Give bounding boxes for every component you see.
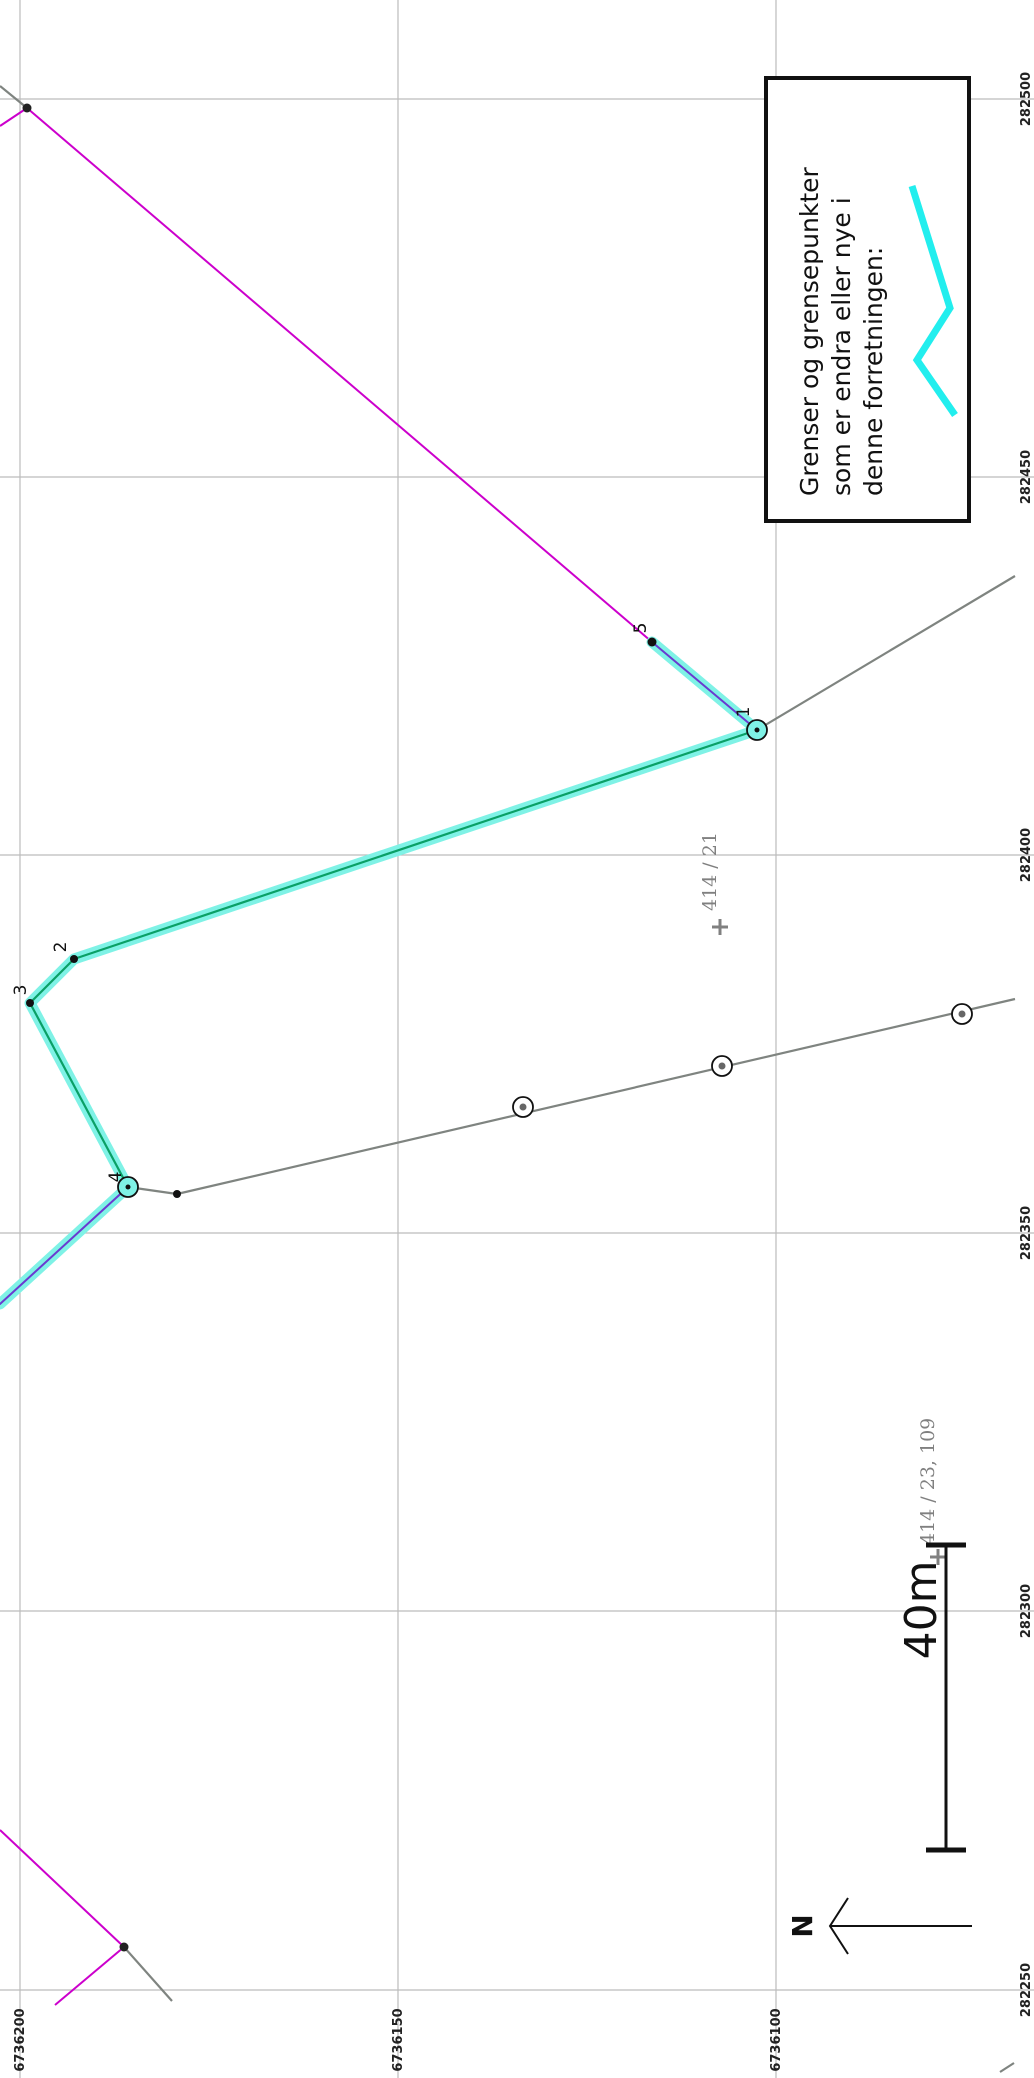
parcel-label-414-21: 414 / 21 (699, 832, 721, 911)
boundary-point-2 (70, 955, 78, 963)
boundary-line (176, 997, 1016, 1196)
boundary-point (119, 1942, 129, 1952)
grid-label-282450: 282450 (1019, 450, 1034, 504)
boundary-point (22, 103, 32, 113)
legend-line-3: denne forretningen: (859, 247, 888, 496)
boundary-line (0, 1829, 125, 1948)
grid-label-6736150: 6736150 (391, 2008, 406, 2071)
grid-label-282500: 282500 (1019, 72, 1034, 126)
boundary-point-4 (117, 1176, 139, 1198)
point-label-1: 1 (734, 707, 754, 718)
marked-point (951, 1003, 973, 1025)
north-arrow (828, 1897, 972, 1955)
grid-label-282250: 282250 (1019, 1963, 1034, 2017)
changed-boundary-highlight (0, 636, 763, 1310)
changed-boundary-line (0, 1186, 129, 1305)
boundary-point-1 (746, 719, 768, 741)
grid-labels: 282500 282450 282400 282350 282300 28225… (13, 72, 1034, 2072)
legend-sample-line (908, 184, 958, 417)
changed-boundary-line (651, 641, 758, 731)
legend-line-1: Grenser og grensepunkter (795, 166, 824, 496)
boundary-line (999, 2062, 1015, 2073)
changed-boundaries (0, 636, 763, 1310)
point-label-2: 2 (51, 942, 71, 953)
boundary-line (123, 1946, 173, 2002)
grid-label-6736200: 6736200 (13, 2008, 28, 2071)
boundary-line (26, 107, 653, 643)
grid-label-6736100: 6736100 (769, 2008, 784, 2071)
boundary-line (0, 85, 28, 109)
legend-box (764, 76, 971, 523)
marked-point (711, 1055, 733, 1077)
parcel-marker (712, 919, 728, 935)
grid-label-282300: 282300 (1019, 1584, 1034, 1638)
marked-point (512, 1096, 534, 1118)
scale-bar (926, 1542, 966, 1853)
parcel-labels: 414 / 21 414 / 23, 109 (699, 832, 946, 1565)
grid-label-282400: 282400 (1019, 828, 1034, 882)
boundary-point (173, 1190, 181, 1198)
legend-line-2: som er endra eller nye i (827, 197, 856, 496)
grid-label-282350: 282350 (1019, 1206, 1034, 1260)
existing-boundaries-magenta (0, 107, 653, 2006)
boundary-line (756, 575, 1016, 731)
legend: Grenser og grensepunkter som er endra el… (764, 76, 971, 523)
boundary-points (22, 103, 973, 1952)
north-arrow-label: N (786, 1914, 819, 1937)
changed-boundary-line (28, 728, 759, 1189)
boundary-line (0, 107, 28, 127)
parcel-label-414-23-109: 414 / 23, 109 (917, 1418, 939, 1545)
point-label-4: 4 (106, 1172, 126, 1183)
point-labels: 1 2 3 4 5 (11, 623, 754, 1183)
scale-bar-label: 40m (896, 1561, 947, 1660)
boundary-point-3 (26, 999, 34, 1007)
boundary-line (54, 1946, 125, 2006)
point-label-5: 5 (631, 623, 651, 634)
point-label-3: 3 (11, 985, 31, 996)
parcel-marker (930, 1549, 946, 1565)
boundary-point-5 (647, 637, 657, 647)
